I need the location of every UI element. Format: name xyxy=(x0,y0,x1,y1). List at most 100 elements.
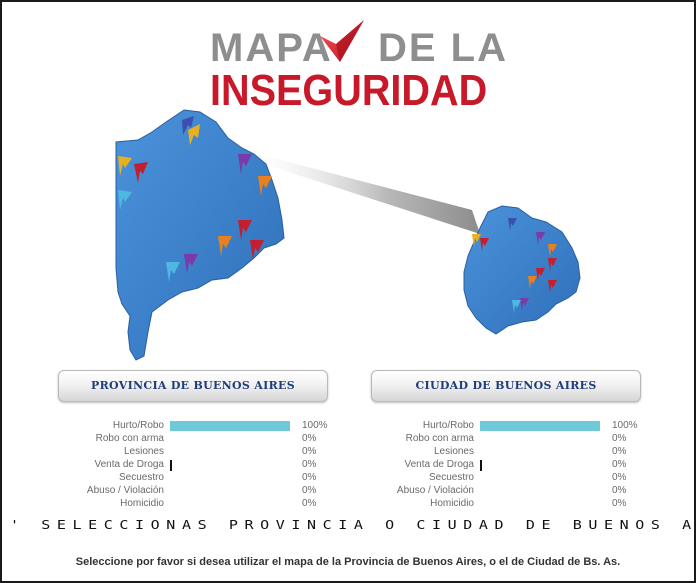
stat-row: Venta de Droga 0% xyxy=(22,459,322,472)
stat-label: Lesiones xyxy=(123,446,164,457)
stat-percent: 0% xyxy=(612,433,627,444)
pin-icon xyxy=(258,176,272,196)
logo-top-line: MAPA DE LA xyxy=(210,26,506,70)
pin-icon xyxy=(250,240,264,260)
stat-row: Abuso / Violación 0% xyxy=(332,485,632,498)
stat-bar-track xyxy=(480,473,600,483)
pin-icon xyxy=(472,234,481,247)
stat-bar-tick xyxy=(170,460,172,471)
pin-icon xyxy=(548,258,557,271)
pin-icon xyxy=(134,162,148,183)
provincia-button[interactable]: PROVINCIA DE BUENOS AIRES xyxy=(58,370,328,402)
stat-row: Secuestro 0% xyxy=(22,472,322,485)
pin-icon xyxy=(512,300,521,313)
stat-percent: 0% xyxy=(612,459,627,470)
pin-icon xyxy=(182,116,194,135)
stat-percent: 0% xyxy=(612,446,627,457)
pin-icon xyxy=(548,280,557,293)
pin-icon xyxy=(238,154,252,174)
stat-row: Hurto/Robo 100% xyxy=(22,420,328,433)
stat-row: Venta de Droga 0% xyxy=(332,459,632,472)
stat-row: Robo con arma 0% xyxy=(22,433,322,446)
stat-label: Abuso / Violación xyxy=(396,485,474,496)
stat-percent: 0% xyxy=(302,498,317,509)
maps-illustration xyxy=(115,109,581,361)
stat-label: Venta de Droga xyxy=(404,459,475,470)
stat-label: Abuso / Violación xyxy=(86,485,164,496)
stat-row: Abuso / Violación 0% xyxy=(22,485,322,498)
pin-icon xyxy=(508,218,517,231)
stat-label: Hurto/Robo xyxy=(112,420,164,431)
stat-row: Lesiones 0% xyxy=(332,446,632,459)
stat-bar-track xyxy=(170,460,290,471)
stat-label: Robo con arma xyxy=(405,433,474,444)
stat-label: Secuestro xyxy=(118,472,164,483)
stat-bar xyxy=(170,421,290,431)
stat-percent: 0% xyxy=(302,433,317,444)
stat-label: Hurto/Robo xyxy=(422,420,474,431)
pin-icon xyxy=(118,156,132,176)
stats-provincia: Hurto/Robo 100% Robo con arma 0% Lesiones 0% V… xyxy=(22,420,328,511)
stat-bar-track xyxy=(480,486,600,496)
pin-icon xyxy=(536,268,545,281)
stat-percent: 0% xyxy=(302,472,317,483)
stat-bar-track xyxy=(480,421,600,431)
zoom-beam xyxy=(250,152,480,234)
stat-bar-track xyxy=(170,486,290,496)
stat-bar-track xyxy=(480,499,600,509)
stat-bar-tick xyxy=(480,460,482,471)
stat-row: Robo con arma 0% xyxy=(332,433,632,446)
map-ciudad[interactable] xyxy=(463,205,581,335)
stat-bar-track xyxy=(480,434,600,444)
stat-bar-track xyxy=(170,447,290,457)
stat-row: Homicidio 0% xyxy=(332,498,632,511)
stat-row: Hurto/Robo 100% xyxy=(332,420,638,433)
pin-icon xyxy=(166,262,180,282)
logo-word-de-la: DE LA xyxy=(378,26,508,70)
stat-bar-track xyxy=(170,473,290,483)
stat-percent: 0% xyxy=(302,459,317,470)
stat-label: Secuestro xyxy=(428,472,474,483)
logo-word-inseguridad: INSEGURIDAD xyxy=(210,66,488,115)
logo-word-mapa: MAPA xyxy=(210,26,333,70)
stat-percent: 0% xyxy=(302,485,317,496)
stat-label: Robo con arma xyxy=(95,433,164,444)
pin-icon xyxy=(188,124,200,145)
pin-icon xyxy=(528,276,537,289)
ciudad-button[interactable]: CIUDAD DE BUENOS AIRES xyxy=(371,370,641,402)
pin-icon xyxy=(536,232,545,245)
check-mark-icon xyxy=(320,20,364,62)
stat-row: Secuestro 0% xyxy=(332,472,632,485)
pin-icon xyxy=(184,254,198,274)
stat-label: Homicidio xyxy=(430,498,474,509)
map-provincia[interactable] xyxy=(115,109,285,361)
stat-bar-track xyxy=(170,434,290,444)
stat-percent: 0% xyxy=(612,472,627,483)
pin-icon xyxy=(218,236,232,256)
stat-percent: 0% xyxy=(612,485,627,496)
stats-ciudad: Hurto/Robo 100% Robo con arma 0% Lesiones 0% V… xyxy=(332,420,638,511)
stat-bar-track xyxy=(170,499,290,509)
stat-label: Homicidio xyxy=(120,498,164,509)
stat-label: Lesiones xyxy=(433,446,474,457)
stat-label: Venta de Droga xyxy=(94,459,165,470)
pin-icon xyxy=(238,220,252,240)
stat-percent: 100% xyxy=(302,420,328,431)
stat-bar xyxy=(480,421,600,431)
pin-icon xyxy=(480,238,489,251)
stat-bar-track xyxy=(480,447,600,457)
stat-percent: 100% xyxy=(612,420,638,431)
stat-percent: 0% xyxy=(302,446,317,457)
pin-icon xyxy=(548,244,557,257)
stat-percent: 0% xyxy=(612,498,627,509)
stat-bar-track xyxy=(480,460,600,471)
stat-row: Homicidio 0% xyxy=(22,498,322,511)
stat-row: Lesiones 0% xyxy=(22,446,322,459)
stat-bar-track xyxy=(170,421,290,431)
pin-icon xyxy=(520,298,529,311)
headline: ' SELECCIONAS PROVINCIA O CIUDAD DE BUEN… xyxy=(10,518,696,533)
pin-markers xyxy=(118,116,557,313)
pin-icon xyxy=(118,190,132,210)
instruction-text: Seleccione por favor si desea utilizar e… xyxy=(75,556,621,568)
